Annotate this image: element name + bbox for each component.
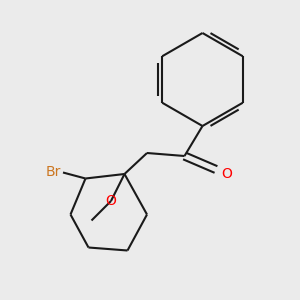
Text: Br: Br	[45, 166, 61, 179]
Text: O: O	[221, 167, 232, 181]
Text: O: O	[106, 194, 116, 208]
